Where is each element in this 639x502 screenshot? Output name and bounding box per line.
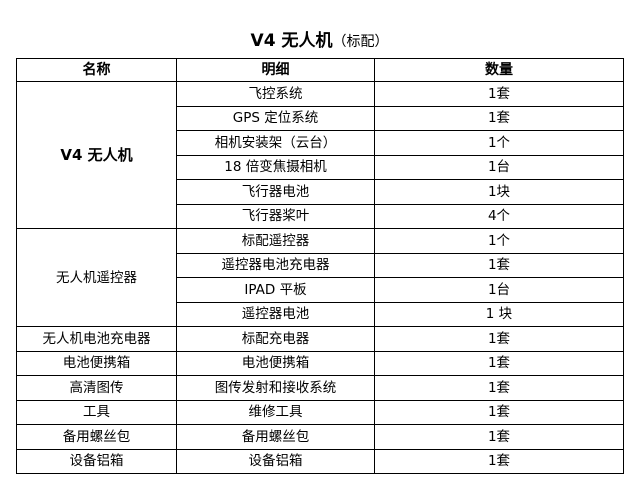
item-detail: 遥控器电池充电器 bbox=[176, 252, 375, 278]
header-name: 名称 bbox=[16, 58, 177, 82]
equipment-table: 名称 明细 数量 V4 无人机 飞控系统 1套 GPS 定位系统 1套 相机安装架（云台）… bbox=[16, 58, 624, 474]
item-quantity: 1 块 bbox=[374, 301, 624, 327]
item-detail: 维修工具 bbox=[176, 399, 375, 425]
table-row: 18 倍变焦摄相机 1台 bbox=[17, 154, 624, 180]
item-name: 无人机遥控器 bbox=[16, 228, 177, 327]
item-detail: 飞行器桨叶 bbox=[176, 203, 375, 229]
item-detail: IPAD 平板 bbox=[176, 277, 375, 303]
item-quantity: 1套 bbox=[374, 252, 624, 278]
item-quantity: 1套 bbox=[374, 105, 624, 131]
item-detail: 备用螺丝包 bbox=[176, 424, 375, 450]
item-quantity: 1台 bbox=[374, 277, 624, 303]
item-detail: 标配充电器 bbox=[176, 326, 375, 352]
item-detail: 相机安装架（云台） bbox=[176, 130, 375, 156]
table-row: 遥控器电池充电器 1套 bbox=[17, 252, 624, 278]
item-detail: 图传发射和接收系统 bbox=[176, 375, 375, 401]
title-sub: （标配） bbox=[332, 34, 389, 50]
item-quantity: 1台 bbox=[374, 154, 624, 180]
table-row: 相机安装架（云台） 1个 bbox=[17, 130, 624, 156]
header-quantity: 数量 bbox=[374, 58, 624, 82]
table-row: 电池便携箱 电池便携箱 1套 bbox=[16, 350, 624, 376]
item-quantity: 1套 bbox=[374, 326, 624, 352]
item-detail: GPS 定位系统 bbox=[176, 105, 375, 131]
document-title: V4 无人机（标配） bbox=[0, 26, 639, 51]
item-detail: 飞行器电池 bbox=[176, 179, 375, 205]
item-quantity: 1套 bbox=[374, 375, 624, 401]
header-detail: 明细 bbox=[176, 58, 375, 82]
table-row: 工具 维修工具 1套 bbox=[16, 399, 624, 425]
item-quantity: 1个 bbox=[374, 130, 624, 156]
table-row: 高清图传 图传发射和接收系统 1套 bbox=[16, 375, 624, 401]
item-detail: 设备铝箱 bbox=[176, 448, 375, 474]
item-quantity: 1个 bbox=[374, 228, 624, 254]
table-row: 无人机电池充电器 标配充电器 1套 bbox=[16, 326, 624, 352]
table-row: 遥控器电池 1 块 bbox=[17, 301, 624, 327]
table-row: 设备铝箱 设备铝箱 1套 bbox=[16, 448, 624, 474]
table-row: 备用螺丝包 备用螺丝包 1套 bbox=[16, 424, 624, 450]
item-quantity: 1套 bbox=[374, 350, 624, 376]
title-main: V4 无人机 bbox=[250, 31, 333, 51]
item-quantity: 1套 bbox=[374, 424, 624, 450]
item-name: 设备铝箱 bbox=[16, 448, 177, 474]
item-name: 无人机电池充电器 bbox=[16, 326, 177, 352]
table-row: GPS 定位系统 1套 bbox=[17, 105, 624, 131]
table-row: 无人机遥控器 标配遥控器 1个 bbox=[16, 228, 624, 327]
item-detail: 飞控系统 bbox=[176, 81, 375, 107]
header-row: 名称 明细 数量 bbox=[16, 58, 624, 82]
item-name: V4 无人机 bbox=[16, 81, 177, 229]
item-detail: 电池便携箱 bbox=[176, 350, 375, 376]
item-name: 备用螺丝包 bbox=[16, 424, 177, 450]
item-name: 高清图传 bbox=[16, 375, 177, 401]
item-quantity: 1套 bbox=[374, 448, 624, 474]
item-quantity: 1块 bbox=[374, 179, 624, 205]
table-row: IPAD 平板 1台 bbox=[17, 277, 624, 303]
item-quantity: 1套 bbox=[374, 81, 624, 107]
item-quantity: 1套 bbox=[374, 399, 624, 425]
table-row: 飞行器桨叶 4个 bbox=[17, 203, 624, 229]
item-detail: 18 倍变焦摄相机 bbox=[176, 154, 375, 180]
item-name: 工具 bbox=[16, 399, 177, 425]
item-detail: 遥控器电池 bbox=[176, 301, 375, 327]
table-row: V4 无人机 飞控系统 1套 bbox=[16, 81, 624, 229]
item-quantity: 4个 bbox=[374, 203, 624, 229]
item-name: 电池便携箱 bbox=[16, 350, 177, 376]
item-detail: 标配遥控器 bbox=[176, 228, 375, 254]
table-row: 飞行器电池 1块 bbox=[17, 179, 624, 205]
